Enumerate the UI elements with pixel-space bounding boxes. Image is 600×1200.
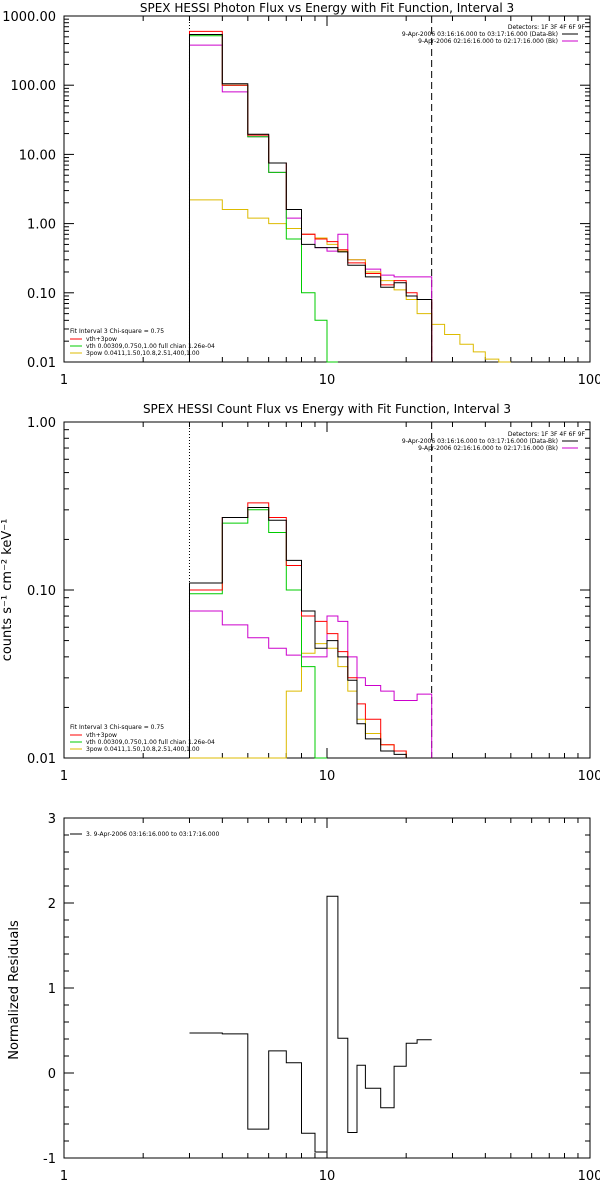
series-background: [189, 44, 433, 362]
y-tick-label: 1.00: [27, 416, 56, 431]
y-tick-label: 10.00: [19, 148, 56, 163]
count-flux-title: SPEX HESSI Count Flux vs Energy with Fit…: [143, 402, 511, 416]
series-data: [189, 507, 432, 759]
photon-flux-legend-title: Fit Interval 3 Chi-square = 0.75: [70, 328, 164, 335]
photon-flux-panel: SPEX HESSI Photon Flux vs Energy with Fi…: [2, 1, 600, 388]
series-data: [189, 895, 432, 1153]
residuals-series: [189, 895, 432, 1153]
photon-flux-range-markers: [188, 16, 433, 362]
y-tick-label: 100.00: [11, 79, 57, 94]
count-flux-ylabel: counts s⁻¹ cm⁻² keV⁻¹: [0, 519, 15, 662]
photon-flux-legend: Fit Interval 3 Chi-square = 0.75 vth+3po…: [70, 328, 215, 357]
x-tick-label: 1: [60, 1169, 68, 1184]
x-tick-label: 10: [319, 1169, 336, 1184]
series-total: [189, 502, 432, 759]
y-tick-label: 1.00: [27, 218, 56, 233]
count-flux-info: Detectors: 1F 3F 4F 6F 9F 9-Apr-2006 03:…: [402, 431, 586, 452]
photon-flux-detectors: Detectors: 1F 3F 4F 6F 9F: [508, 24, 586, 31]
photon-flux-bk-interval: 9-Apr-2006 02:16:16.000 to 02:17:16.000 …: [418, 38, 558, 45]
residuals-legend-data: 3. 9-Apr-2006 03:16:16.000 to 03:17:16.0…: [86, 831, 219, 838]
count-flux-bk-interval: 9-Apr-2006 02:16:16.000 to 02:17:16.000 …: [418, 445, 558, 452]
photon-flux-legend-total: vth+3pow: [86, 336, 117, 343]
y-tick-label: 1: [48, 982, 56, 997]
residuals-ticks: 1 10 100 -1 0 1 2 3: [43, 812, 600, 1184]
series-background: [189, 610, 433, 758]
photon-flux-legend-thermal: vth 0.00309,0.750,1.00 full chian 1.26e-…: [86, 343, 215, 350]
series-data: [189, 34, 433, 362]
count-flux-legend: Fit Interval 3 Chi-square = 0.75 vth+3po…: [70, 724, 215, 753]
series-thermal: [189, 509, 327, 759]
count-flux-series: [189, 502, 433, 759]
x-tick-label: 100: [578, 1169, 600, 1184]
series-total: [189, 30, 433, 362]
x-tick-label: 10: [319, 373, 336, 388]
y-tick-label: 0.10: [27, 584, 56, 599]
count-flux-legend-thermal: vth 0.00309,0.750,1.00 full chian 1.26e-…: [86, 739, 215, 746]
x-tick-label: 1: [60, 769, 68, 784]
x-tick-label: 1: [60, 373, 68, 388]
count-flux-legend-total: vth+3pow: [86, 732, 117, 739]
photon-flux-legend-powerlaw: 3pow 0.0411,1.50,10.8,2.51,400,1.00: [86, 350, 200, 357]
residuals-panel: Normalized Residuals 1 10 100 -1 0 1 2 3 3. 9-A…: [7, 812, 600, 1184]
residuals-ylabel: Normalized Residuals: [7, 920, 22, 1060]
count-flux-panel: SPEX HESSI Count Flux vs Energy with Fit…: [0, 402, 600, 784]
count-flux-data-interval: 9-Apr-2006 03:16:16.000 to 03:17:16.000 …: [402, 438, 558, 445]
count-flux-range-markers: [188, 422, 433, 758]
photon-flux-data-interval: 9-Apr-2006 03:16:16.000 to 03:17:16.000 …: [402, 31, 558, 38]
y-tick-label: 0.01: [27, 356, 56, 371]
count-flux-ticks: 1 10 100 0.01 0.10 1.00: [27, 416, 600, 784]
y-tick-label: 0.10: [27, 287, 56, 302]
photon-flux-series: [189, 30, 511, 363]
y-tick-label: 3: [48, 812, 56, 827]
y-tick-label: 0: [48, 1067, 56, 1082]
x-tick-label: 100: [578, 373, 600, 388]
y-tick-label: -1: [43, 1152, 56, 1167]
photon-flux-frame: [63, 15, 591, 363]
count-flux-frame: [63, 421, 591, 759]
y-tick-label: 2: [48, 897, 56, 912]
series-thermal: [189, 35, 338, 363]
count-flux-legend-title: Fit Interval 3 Chi-square = 0.75: [70, 724, 164, 731]
y-tick-label: 0.01: [27, 752, 56, 767]
series-powerlaw: [189, 199, 511, 363]
residuals-legend: 3. 9-Apr-2006 03:16:16.000 to 03:17:16.0…: [70, 831, 219, 838]
photon-flux-ticks: 1 10 100 0.01 0.10 1.00 10.00 100.00 1000.00: [2, 10, 600, 388]
photon-flux-title: SPEX HESSI Photon Flux vs Energy with Fi…: [140, 1, 514, 15]
x-tick-label: 10: [319, 769, 336, 784]
count-flux-detectors: Detectors: 1F 3F 4F 6F 9F: [508, 431, 586, 438]
x-tick-label: 100: [578, 769, 600, 784]
photon-flux-info: Detectors: 1F 3F 4F 6F 9F 9-Apr-2006 03:…: [402, 24, 586, 45]
count-flux-legend-powerlaw: 3pow 0.0411,1.50,10.8,2.51,400,1.00: [86, 746, 200, 753]
y-tick-label: 1000.00: [2, 10, 56, 25]
